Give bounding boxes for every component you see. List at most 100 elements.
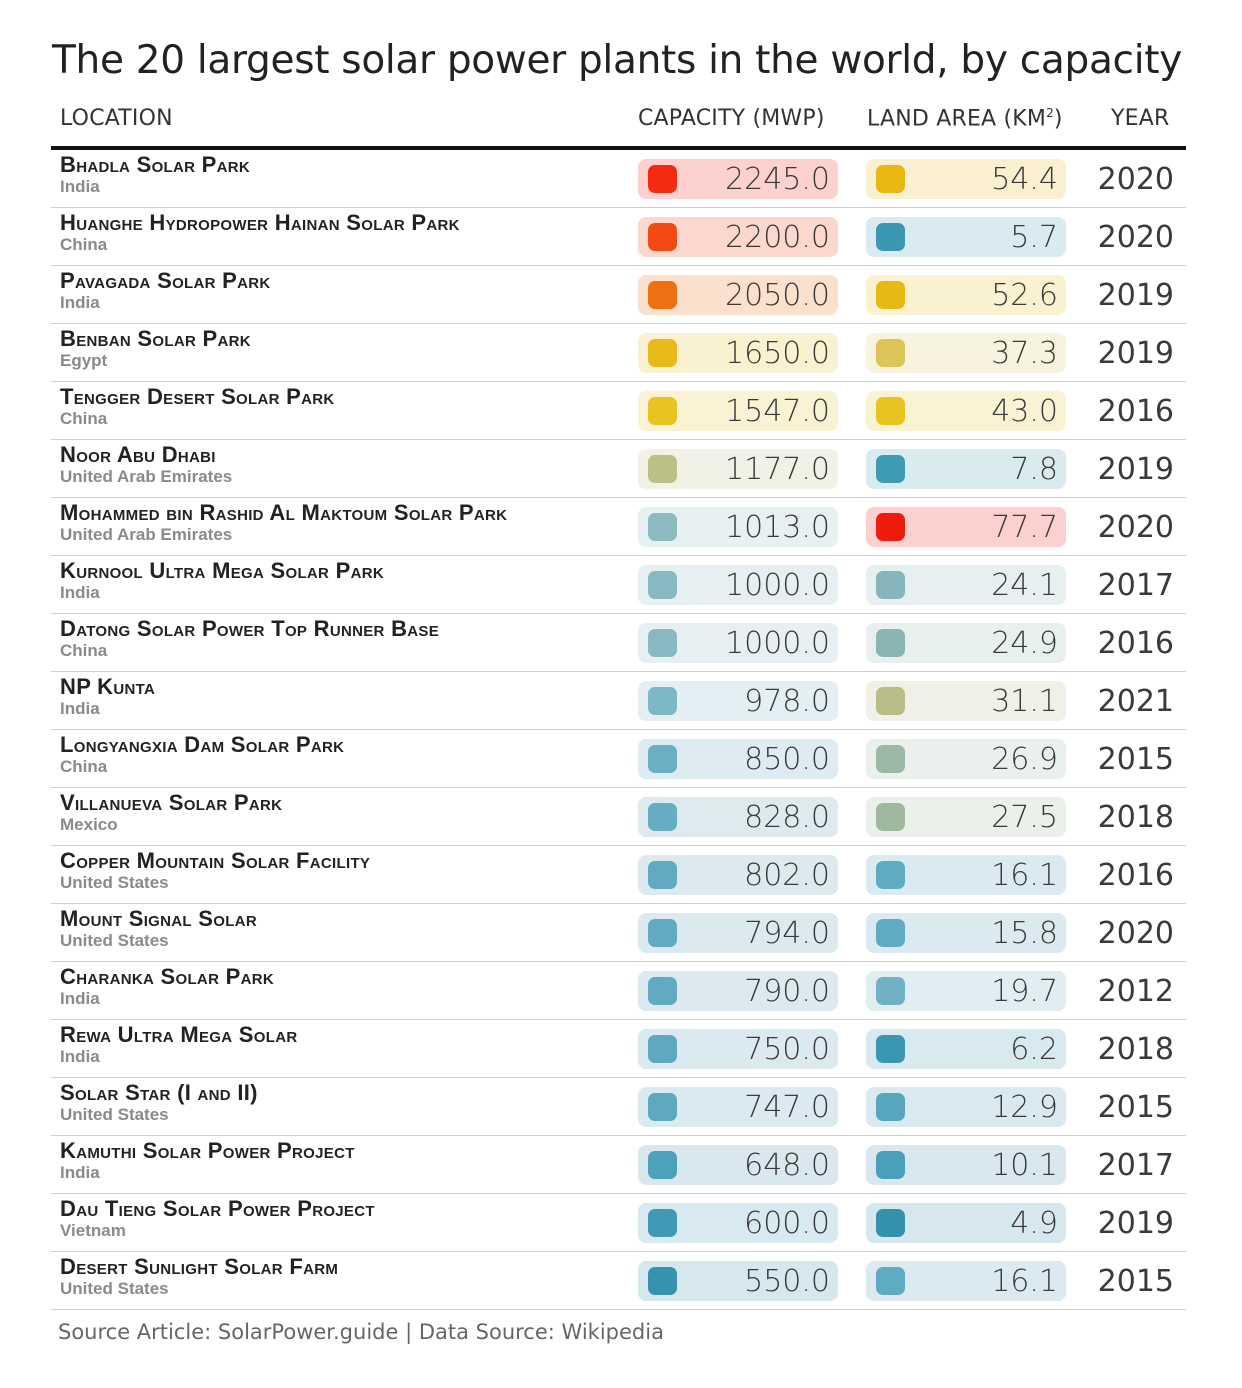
- plant-name: Villanueva Solar Park: [60, 790, 283, 815]
- plant-name: Solar Star (I and II): [60, 1080, 258, 1105]
- plant-name: Huanghe Hydropower Hainan Solar Park: [60, 210, 460, 235]
- capacity-cell: 747.0: [638, 1087, 838, 1127]
- land-area-value: 15.8: [991, 916, 1058, 951]
- land-area-cell: 5.7: [866, 217, 1066, 257]
- plant-name: Copper Mountain Solar Facility: [60, 848, 371, 873]
- year-value: 2012: [1097, 974, 1174, 1009]
- capacity-cell: 1177.0: [638, 449, 838, 489]
- land-area-value: 6.2: [1010, 1032, 1058, 1067]
- plant-country: United States: [60, 1105, 169, 1124]
- year-value: 2019: [1097, 336, 1174, 371]
- land-area-cell: 4.9: [866, 1203, 1066, 1243]
- table-row: Longyangxia Dam Solar Park China 850.0 26.9…: [51, 730, 1186, 788]
- land-area-value: 24.1: [991, 568, 1058, 603]
- plant-name: Mount Signal Solar: [60, 906, 257, 931]
- capacity-value: 1000.0: [725, 568, 830, 603]
- plant-name: Pavagada Solar Park: [60, 268, 271, 293]
- land-area-swatch: [876, 223, 905, 251]
- header-land-area-close: ): [1053, 106, 1063, 132]
- land-area-swatch: [876, 977, 905, 1005]
- land-area-value: 43.0: [991, 394, 1058, 429]
- capacity-value: 1000.0: [725, 626, 830, 661]
- table-row: Mount Signal Solar United States 794.0 15.8…: [51, 904, 1186, 962]
- land-area-value: 16.1: [991, 1264, 1058, 1299]
- year-value: 2015: [1097, 742, 1174, 777]
- year-value: 2016: [1097, 394, 1174, 429]
- plant-country: India: [60, 989, 100, 1008]
- capacity-cell: 794.0: [638, 913, 838, 953]
- year-value: 2017: [1097, 568, 1174, 603]
- land-area-swatch: [876, 513, 905, 541]
- table-row: Datong Solar Power Top Runner Base China 1…: [51, 614, 1186, 672]
- land-area-value: 4.9: [1010, 1206, 1058, 1241]
- capacity-swatch: [648, 1209, 677, 1237]
- plant-country: Vietnam: [60, 1221, 126, 1240]
- plant-country: United States: [60, 873, 169, 892]
- capacity-cell: 1547.0: [638, 391, 838, 431]
- plant-country: China: [60, 641, 108, 660]
- capacity-cell: 1000.0: [638, 623, 838, 663]
- table-row: Benban Solar Park Egypt 1650.0 37.3 2019: [51, 324, 1186, 382]
- land-area-value: 26.9: [991, 742, 1058, 777]
- capacity-value: 600.0: [744, 1206, 830, 1241]
- capacity-swatch: [648, 165, 677, 193]
- capacity-cell: 1650.0: [638, 333, 838, 373]
- capacity-swatch: [648, 571, 677, 599]
- year-value: 2015: [1097, 1090, 1174, 1125]
- capacity-swatch: [648, 629, 677, 657]
- plant-country: Mexico: [60, 815, 118, 834]
- plant-name: Rewa Ultra Mega Solar: [60, 1022, 298, 1047]
- table-row: Kamuthi Solar Power Project India 648.0 10.…: [51, 1136, 1186, 1194]
- capacity-cell: 750.0: [638, 1029, 838, 1069]
- land-area-cell: 24.1: [866, 565, 1066, 605]
- plant-name: Benban Solar Park: [60, 326, 251, 351]
- capacity-swatch: [648, 1093, 677, 1121]
- header-rule: [51, 146, 1186, 150]
- land-area-cell: 6.2: [866, 1029, 1066, 1069]
- plant-country: United Arab Emirates: [60, 525, 233, 544]
- capacity-swatch: [648, 513, 677, 541]
- land-area-swatch: [876, 165, 905, 193]
- plant-country: India: [60, 177, 100, 196]
- land-area-cell: 37.3: [866, 333, 1066, 373]
- header-capacity: CAPACITY (MWP): [638, 106, 825, 131]
- plant-name: Noor Abu Dhabi: [60, 442, 216, 467]
- year-value: 2017: [1097, 1148, 1174, 1183]
- land-area-value: 16.1: [991, 858, 1058, 893]
- capacity-value: 978.0: [744, 684, 830, 719]
- plant-name: Kurnool Ultra Mega Solar Park: [60, 558, 384, 583]
- capacity-swatch: [648, 1035, 677, 1063]
- land-area-swatch: [876, 397, 905, 425]
- land-area-value: 31.1: [991, 684, 1058, 719]
- plant-country: Egypt: [60, 351, 108, 370]
- year-value: 2019: [1097, 1206, 1174, 1241]
- land-area-swatch: [876, 919, 905, 947]
- capacity-swatch: [648, 745, 677, 773]
- capacity-value: 1013.0: [725, 510, 830, 545]
- land-area-swatch: [876, 629, 905, 657]
- capacity-cell: 1000.0: [638, 565, 838, 605]
- plant-name: Kamuthi Solar Power Project: [60, 1138, 355, 1163]
- land-area-swatch: [876, 803, 905, 831]
- header-year: YEAR: [1111, 106, 1170, 131]
- capacity-cell: 2245.0: [638, 159, 838, 199]
- capacity-cell: 850.0: [638, 739, 838, 779]
- capacity-swatch: [648, 1151, 677, 1179]
- capacity-swatch: [648, 223, 677, 251]
- capacity-cell: 790.0: [638, 971, 838, 1011]
- capacity-swatch: [648, 455, 677, 483]
- land-area-swatch: [876, 281, 905, 309]
- capacity-value: 2200.0: [725, 220, 830, 255]
- land-area-value: 5.7: [1010, 220, 1058, 255]
- land-area-cell: 43.0: [866, 391, 1066, 431]
- land-area-cell: 16.1: [866, 1261, 1066, 1301]
- year-value: 2016: [1097, 858, 1174, 893]
- capacity-value: 747.0: [744, 1090, 830, 1125]
- table-row: Pavagada Solar Park India 2050.0 52.6 2019: [51, 266, 1186, 324]
- plant-country: China: [60, 757, 108, 776]
- year-value: 2019: [1097, 452, 1174, 487]
- table-row: Copper Mountain Solar Facility United Sta…: [51, 846, 1186, 904]
- land-area-cell: 24.9: [866, 623, 1066, 663]
- plant-name: Mohammed bin Rashid Al Maktoum Solar Par…: [60, 500, 508, 525]
- capacity-value: 2050.0: [725, 278, 830, 313]
